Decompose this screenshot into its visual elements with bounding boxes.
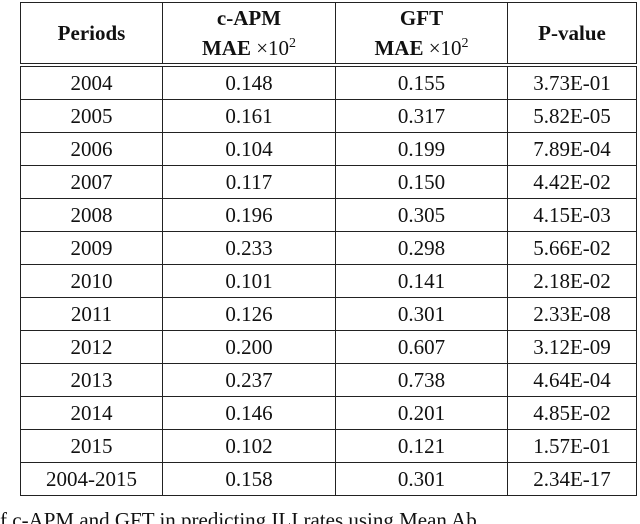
- header-cell: GFT MAE ×102: [335, 2, 508, 67]
- header-row: Periods c-APM MAE ×102 GFT MAE ×102 P-value: [20, 2, 637, 67]
- table-cell: 0.298: [335, 231, 508, 265]
- table-cell: 0.233: [162, 231, 336, 265]
- table-cell: 0.199: [335, 132, 508, 166]
- table-cell: 0.117: [162, 165, 336, 199]
- table-row: 2015 0.102 0.121 1.57E-01: [20, 429, 637, 463]
- table-cell: 2008: [20, 198, 163, 232]
- table-cell: 0.146: [162, 396, 336, 430]
- header-cell: c-APM MAE ×102: [162, 2, 336, 67]
- table-cell: 0.201: [335, 396, 508, 430]
- table-cell: 2004-2015: [20, 462, 163, 496]
- table-cell: 0.200: [162, 330, 336, 364]
- table-cell: 2006: [20, 132, 163, 166]
- table-cell: 2005: [20, 99, 163, 133]
- table-cell: 4.15E-03: [507, 198, 637, 232]
- header-exponent: 2: [461, 36, 469, 51]
- table-row: 2014 0.146 0.201 4.85E-02: [20, 396, 637, 430]
- table-cell: 5.66E-02: [507, 231, 637, 265]
- table-cell: 2015: [20, 429, 163, 463]
- table-cell: 2.33E-08: [507, 297, 637, 331]
- caption: f c-APM and GFT in predicting ILI rates …: [0, 508, 477, 524]
- table-cell: 2.34E-17: [507, 462, 637, 496]
- table-cell: 0.102: [162, 429, 336, 463]
- table-row: 2012 0.200 0.607 3.12E-09: [20, 330, 637, 364]
- table-row: 2010 0.101 0.141 2.18E-02: [20, 264, 637, 298]
- table-cell: 0.161: [162, 99, 336, 133]
- table-cell: 4.42E-02: [507, 165, 637, 199]
- table-cell: 2011: [20, 297, 163, 331]
- header-text: MAE: [201, 36, 251, 60]
- table-row: 2004-2015 0.158 0.301 2.34E-17: [20, 462, 637, 496]
- header-text: Periods: [57, 21, 126, 45]
- header-text: MAE: [374, 36, 424, 60]
- header-text: P-value: [538, 21, 606, 45]
- results-table: Periods c-APM MAE ×102 GFT MAE ×102 P-value 2…: [20, 2, 637, 496]
- header-operator: ×10: [256, 36, 290, 60]
- header-cell: Periods: [20, 2, 163, 67]
- table-cell: 0.155: [335, 64, 508, 100]
- table-cell: 2.18E-02: [507, 264, 637, 298]
- table-cell: 0.148: [162, 64, 336, 100]
- table-cell: 0.150: [335, 165, 508, 199]
- table-cell: 0.126: [162, 297, 336, 331]
- table-row: 2005 0.161 0.317 5.82E-05: [20, 99, 637, 133]
- table-cell: 0.104: [162, 132, 336, 166]
- header-exponent: 2: [289, 36, 297, 51]
- header-text: GFT: [399, 6, 444, 30]
- table-cell: 0.141: [335, 264, 508, 298]
- header-cell: P-value: [507, 2, 637, 67]
- table-cell: 2012: [20, 330, 163, 364]
- table-cell: 0.196: [162, 198, 336, 232]
- table-cell: 0.607: [335, 330, 508, 364]
- table-cell: 0.237: [162, 363, 336, 397]
- table-cell: 2013: [20, 363, 163, 397]
- table-cell: 1.57E-01: [507, 429, 637, 463]
- table-cell: 0.317: [335, 99, 508, 133]
- table-row: 2007 0.117 0.150 4.42E-02: [20, 165, 637, 199]
- table-cell: 0.301: [335, 297, 508, 331]
- table-cell: 0.738: [335, 363, 508, 397]
- table-cell: 2004: [20, 64, 163, 100]
- table-row: 2013 0.237 0.738 4.64E-04: [20, 363, 637, 397]
- table-cell: 0.301: [335, 462, 508, 496]
- table-cell: 2009: [20, 231, 163, 265]
- table-cell: 0.305: [335, 198, 508, 232]
- header-text: c-APM: [216, 6, 282, 30]
- table-cell: 0.121: [335, 429, 508, 463]
- table-row: 2009 0.233 0.298 5.66E-02: [20, 231, 637, 265]
- table-body: 2004 0.148 0.155 3.73E-01 2005 0.161 0.317 5.82…: [20, 64, 637, 496]
- table-cell: 3.73E-01: [507, 64, 637, 100]
- table-cell: 4.85E-02: [507, 396, 637, 430]
- table-row: 2004 0.148 0.155 3.73E-01: [20, 64, 637, 100]
- table-cell: 7.89E-04: [507, 132, 637, 166]
- table-row: 2006 0.104 0.199 7.89E-04: [20, 132, 637, 166]
- table-cell: 4.64E-04: [507, 363, 637, 397]
- table-cell: 2014: [20, 396, 163, 430]
- table-row: 2008 0.196 0.305 4.15E-03: [20, 198, 637, 232]
- table-row: 2011 0.126 0.301 2.33E-08: [20, 297, 637, 331]
- table-cell: 2007: [20, 165, 163, 199]
- table-cell: 2010: [20, 264, 163, 298]
- table-cell: 0.158: [162, 462, 336, 496]
- table-cell: 0.101: [162, 264, 336, 298]
- table-cell: 3.12E-09: [507, 330, 637, 364]
- table-cell: 5.82E-05: [507, 99, 637, 133]
- header-operator: ×10: [428, 36, 462, 60]
